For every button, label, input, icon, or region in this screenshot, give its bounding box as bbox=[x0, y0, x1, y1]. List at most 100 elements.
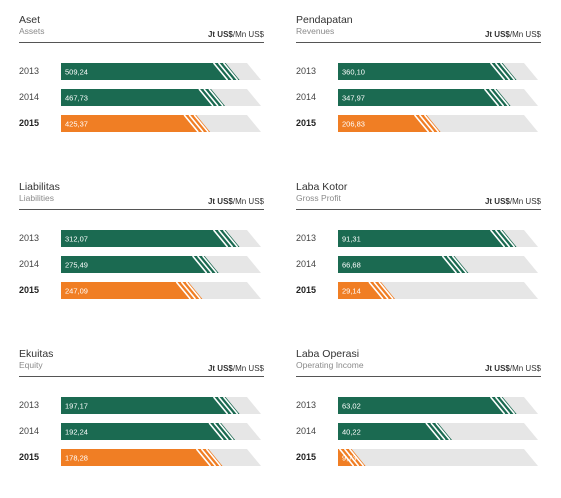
bar-stripes bbox=[489, 229, 516, 248]
bar bbox=[61, 89, 226, 106]
bar-stripe bbox=[483, 88, 500, 107]
bar-stripes bbox=[212, 396, 239, 415]
unit-label-primary: Jt US$ bbox=[484, 30, 510, 39]
chart-subtitle: Liabilities bbox=[19, 193, 54, 203]
chart-subtitle: Gross Profit bbox=[296, 193, 341, 203]
bar-stripes bbox=[368, 281, 394, 300]
value-label: 425,37 bbox=[65, 120, 88, 129]
bar-stripe bbox=[203, 88, 219, 107]
bar-stripe bbox=[368, 281, 384, 300]
value-label: 197,17 bbox=[65, 402, 88, 411]
year-label: 2014 bbox=[19, 259, 40, 269]
bar-stripe bbox=[489, 229, 506, 248]
chart-title: Laba Operasi bbox=[296, 348, 360, 360]
bar-stripe bbox=[222, 229, 239, 248]
bar-stripe bbox=[192, 255, 208, 274]
bar-stripe bbox=[425, 422, 441, 441]
value-label: 509,24 bbox=[65, 68, 88, 77]
value-label: 66,68 bbox=[342, 261, 361, 270]
bar-stripe bbox=[193, 114, 209, 133]
unit-label: Jt US$/Mn US$ bbox=[208, 364, 264, 373]
bar-stripe bbox=[499, 229, 516, 248]
year-label: 2014 bbox=[19, 426, 40, 436]
bar bbox=[61, 282, 203, 299]
divider bbox=[296, 209, 541, 210]
chart-panel: Laba Operasi Operating Income Jt US$/Mn US… bbox=[296, 348, 541, 498]
bar-stripes bbox=[208, 422, 234, 441]
bar-stripe bbox=[202, 255, 218, 274]
chart-panel: Aset Assets Jt US$/Mn US$ 509,24 467,73 425,3… bbox=[19, 14, 264, 164]
bar-stripe bbox=[435, 422, 451, 441]
bar-stripe bbox=[188, 114, 204, 133]
year-label: 2015 bbox=[296, 285, 317, 295]
unit-label-primary: Jt US$ bbox=[484, 364, 510, 373]
bar-stripe bbox=[338, 448, 355, 467]
unit-label-primary: Jt US$ bbox=[207, 30, 233, 39]
year-label: 2013 bbox=[296, 233, 317, 243]
divider bbox=[19, 376, 264, 377]
bar-stripes bbox=[212, 229, 239, 248]
year-label: 2013 bbox=[296, 400, 317, 410]
divider bbox=[19, 42, 264, 43]
bar-stripe bbox=[217, 396, 234, 415]
value-label: 192,24 bbox=[65, 428, 88, 437]
bar-stripes bbox=[483, 88, 510, 107]
year-label: 2014 bbox=[296, 259, 317, 269]
chart-title: Pendapatan bbox=[296, 14, 353, 26]
bar bbox=[338, 282, 395, 299]
bar-stripe bbox=[222, 396, 239, 415]
bar-stripe bbox=[423, 114, 440, 133]
bar-chart: 197,17 192,24 178,28 bbox=[61, 396, 261, 467]
bar bbox=[338, 89, 511, 106]
value-label: 275,49 bbox=[65, 261, 88, 270]
bar-stripe bbox=[213, 422, 229, 441]
bar bbox=[338, 63, 517, 80]
bar bbox=[61, 256, 219, 273]
bar-stripe bbox=[488, 88, 505, 107]
bar bbox=[61, 63, 240, 80]
unit-label-secondary: /Mn US$ bbox=[509, 30, 541, 39]
bar-stripe bbox=[489, 62, 506, 81]
bar-stripes bbox=[183, 114, 209, 133]
year-label: 2014 bbox=[296, 92, 317, 102]
value-label: 91,31 bbox=[342, 235, 361, 244]
bar-track bbox=[338, 449, 538, 466]
unit-label: Jt US$/Mn US$ bbox=[485, 30, 541, 39]
bar-stripe bbox=[413, 114, 430, 133]
value-label: 40,22 bbox=[342, 428, 361, 437]
bar bbox=[61, 115, 211, 132]
bar-stripe bbox=[348, 448, 365, 467]
bar bbox=[61, 230, 240, 247]
bar-stripes bbox=[489, 396, 516, 415]
bar bbox=[338, 115, 441, 132]
bar-stripes bbox=[198, 88, 224, 107]
unit-label-secondary: /Mn US$ bbox=[232, 30, 264, 39]
divider bbox=[296, 42, 541, 43]
chart-subtitle: Operating Income bbox=[296, 360, 364, 370]
value-label: 312,07 bbox=[65, 235, 88, 244]
bar-stripe bbox=[494, 62, 511, 81]
unit-label-primary: Jt US$ bbox=[207, 364, 233, 373]
unit-label: Jt US$/Mn US$ bbox=[485, 197, 541, 206]
bar bbox=[338, 230, 517, 247]
year-label: 2015 bbox=[19, 452, 40, 462]
unit-label-secondary: /Mn US$ bbox=[509, 197, 541, 206]
bar bbox=[338, 423, 452, 440]
year-label: 2014 bbox=[296, 426, 317, 436]
bar-stripe bbox=[217, 62, 234, 81]
year-label: 2015 bbox=[296, 452, 317, 462]
bar-chart: 91,31 66,68 29,14 bbox=[338, 229, 538, 300]
bar-stripe bbox=[180, 281, 197, 300]
unit-label: Jt US$/Mn US$ bbox=[485, 364, 541, 373]
bar bbox=[338, 397, 517, 414]
year-label: 2013 bbox=[19, 66, 40, 76]
bar-stripe bbox=[212, 229, 229, 248]
value-label: 206,83 bbox=[342, 120, 365, 129]
chart-title: Aset bbox=[19, 14, 41, 26]
bar-stripe bbox=[208, 88, 224, 107]
bar-stripe bbox=[430, 422, 446, 441]
bar-stripe bbox=[378, 281, 394, 300]
bar bbox=[338, 256, 469, 273]
year-label: 2015 bbox=[19, 285, 40, 295]
unit-label-primary: Jt US$ bbox=[207, 197, 233, 206]
